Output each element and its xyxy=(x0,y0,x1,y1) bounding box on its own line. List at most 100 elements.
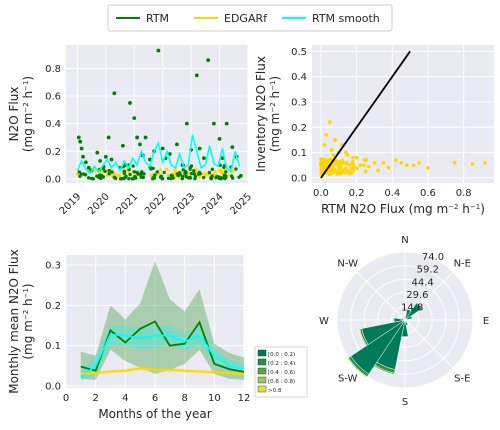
ts-rtm-point xyxy=(169,173,174,178)
ts-rtm-point xyxy=(166,176,171,180)
mon-y-axis-unit-part: −1 xyxy=(22,288,30,298)
mon-y-axis-unit-part: ) xyxy=(21,283,35,288)
ts-rtm-point xyxy=(223,176,227,181)
monthly-mean-line-chart: 0 2 4 6 8 10 12 0.0 0.1 0.2 0.3 Months of the year M… xyxy=(7,249,250,421)
rose-radial-tick-label: 44.4 xyxy=(411,277,433,288)
bin-swatch-2 xyxy=(257,367,267,375)
mon-x-tick-label: 0 xyxy=(63,393,69,404)
mon-line-rtm xyxy=(80,320,245,373)
ts-rtm-point xyxy=(107,172,111,176)
rose-wedge-3 xyxy=(411,315,414,319)
ts-edgar-point xyxy=(231,169,235,173)
mon-y-tick-label: 0.0 xyxy=(45,381,61,392)
ts-x-tick-label: 2023 xyxy=(171,191,197,217)
ts-rtm-point xyxy=(230,176,235,180)
ts-rtm-point xyxy=(98,159,103,163)
ts-y-axis-unit-part: −1 xyxy=(22,81,30,91)
ts-rtm-point xyxy=(128,172,132,177)
rose-direction-label: N-W xyxy=(337,259,358,270)
ts-rtm-point xyxy=(120,176,124,181)
cmp-point xyxy=(411,163,416,168)
cmp-point xyxy=(335,171,339,176)
cmp-point xyxy=(334,161,338,166)
cmp-point xyxy=(326,170,331,175)
cmp-y-axis-unit-part: ) xyxy=(268,76,282,81)
ts-rtm-point xyxy=(77,170,82,174)
cmp-point xyxy=(426,165,430,170)
ts-rtm-point xyxy=(152,176,157,180)
ts-rtm-point xyxy=(209,177,214,181)
ts-rtm-point xyxy=(210,167,215,172)
cmp-x-tick-label: 0.2 xyxy=(349,188,365,199)
cmp-point xyxy=(399,160,404,165)
mon-y-axis-unit-part: −2 xyxy=(22,310,30,320)
cmp-point xyxy=(376,168,380,173)
ts-rtm-point xyxy=(197,146,202,151)
ts-rtm-point xyxy=(86,165,91,170)
mon-x-tick-label: 2 xyxy=(92,393,98,404)
cmp-x-axis-label-part: ) xyxy=(480,202,485,216)
ts-rtm-point xyxy=(239,174,243,178)
cmp-point xyxy=(386,165,391,170)
ts-rtm-point xyxy=(112,175,117,180)
ts-edgar-point xyxy=(173,168,177,172)
rtm-vs-inventory-scatter-chart: 0.0 0.2 0.4 0.6 0.8 0.0 0.1 0.2 0.3 0.4 0.5 RTM N2O… xyxy=(254,45,494,216)
rose-spoke xyxy=(404,319,454,369)
ts-rtm-point xyxy=(189,171,194,176)
rose-radial-tick-label: 74.0 xyxy=(422,252,444,263)
ts-smooth-line xyxy=(76,134,241,175)
ts-rtm-point xyxy=(192,172,197,176)
ts-rtm-point xyxy=(198,172,203,176)
rose-spoke xyxy=(356,271,406,321)
mon-y-axis-unit-part: h xyxy=(21,298,35,309)
ts-edgar-point xyxy=(157,172,161,176)
figure-legend: RTM EDGARf RTM smooth xyxy=(107,4,393,32)
rose-direction-label: S xyxy=(402,397,408,408)
cmp-y-tick-label: 0.5 xyxy=(291,47,307,58)
cmp-point xyxy=(372,160,377,165)
bin-swatch-3 xyxy=(257,376,267,384)
ts-rtm-point xyxy=(78,139,83,144)
ts-rtm-point xyxy=(132,170,137,174)
cmp-y-tick-label: 0.0 xyxy=(291,173,307,184)
windrose-bin-legend: [0.0 : 0.2) [0.2 : 0.4) [0.4 : 0.6) [0.6… xyxy=(254,346,308,398)
cmp-x-axis-label-part: −1 xyxy=(470,203,480,211)
cmp-y-axis-unit-part: h xyxy=(268,91,282,102)
cmp-point xyxy=(354,155,359,160)
bin-label-1: [0.2 : 0.4) xyxy=(268,361,295,367)
ts-rtm-point xyxy=(162,170,166,175)
mon-x-tick-label: 8 xyxy=(181,393,187,404)
ts-rtm-point xyxy=(141,175,145,180)
cmp-point xyxy=(351,155,355,160)
ts-rtm-point xyxy=(207,170,212,175)
ts-edgar-point xyxy=(220,170,224,174)
cmp-point xyxy=(345,162,349,166)
ts-rtm-point xyxy=(211,121,216,126)
ts-rtm-point xyxy=(132,176,136,181)
ts-rtm-point xyxy=(224,121,229,126)
mon-band-rtm xyxy=(80,261,244,380)
ts-edgar-point xyxy=(158,168,163,172)
ts-rtm-point xyxy=(103,169,107,173)
ts-rtm-point xyxy=(230,145,235,150)
cmp-point xyxy=(329,170,334,175)
ts-rtm-point xyxy=(120,143,125,148)
ts-rtm-point xyxy=(127,176,131,181)
rose-radial-tick-label: 14.8 xyxy=(401,302,423,313)
ts-rtm-point xyxy=(103,154,108,159)
cmp-point xyxy=(319,166,324,171)
ts-x-tick-label: 2024 xyxy=(200,191,226,217)
ts-x-tick-label: 2020 xyxy=(86,191,112,217)
ts-y-axis-unit: (mg m−2 h−1) xyxy=(21,76,35,152)
cmp-point xyxy=(333,138,338,142)
ts-rtm-point xyxy=(86,176,91,180)
ts-rtm-point xyxy=(107,168,111,173)
ts-edgar-point xyxy=(194,167,198,172)
mon-line-edgar xyxy=(80,367,245,375)
ts-rtm-point xyxy=(210,174,214,178)
ts-edgar-point xyxy=(198,175,202,179)
bin-swatch-0 xyxy=(257,349,267,357)
ts-rtm-point xyxy=(106,135,111,140)
ts-rtm-point xyxy=(175,142,179,147)
ts-rtm-point xyxy=(112,91,117,96)
